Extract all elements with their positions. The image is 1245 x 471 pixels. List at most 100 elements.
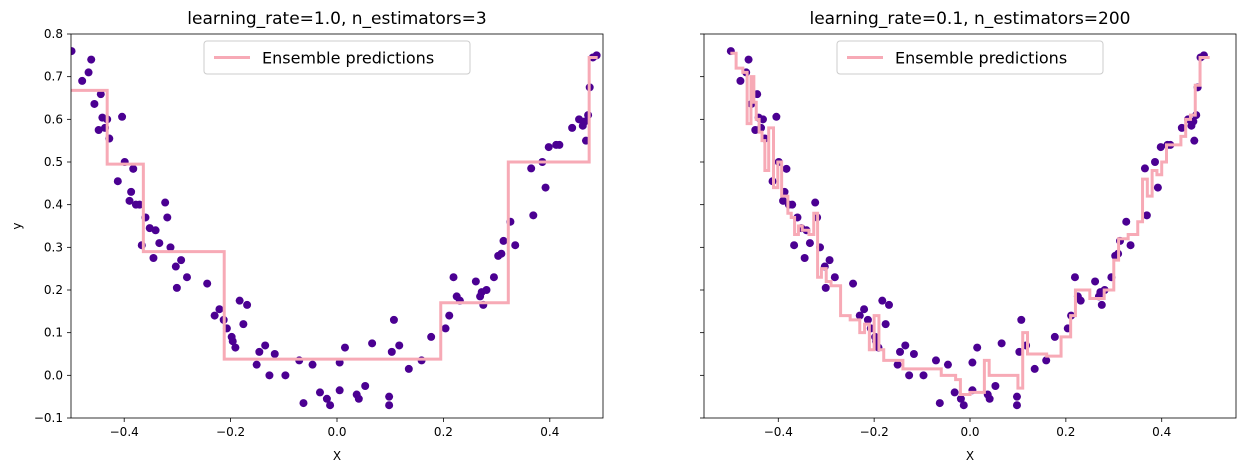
right-axes-frame (703, 33, 1237, 419)
left-data-point (308, 360, 317, 369)
right-data-point (788, 200, 797, 209)
left-data-point (445, 311, 454, 320)
left-data-point (243, 300, 252, 309)
left-y-tick-label: 0.7 (44, 70, 63, 84)
left-data-point (255, 347, 264, 356)
right-data-point (1156, 143, 1165, 152)
left-data-point (529, 211, 538, 220)
right-data-point (744, 55, 753, 64)
left-legend-label: Ensemble predictions (262, 49, 434, 68)
left-data-point (449, 273, 458, 282)
right-data-point (855, 311, 864, 320)
right-data-point (1076, 296, 1085, 305)
right-data-point (825, 256, 834, 265)
left-data-point (368, 339, 377, 348)
right-x-axis-label: X (966, 449, 974, 463)
right-x-tick-label: −0.4 (764, 425, 793, 439)
right-data-point (959, 401, 968, 410)
right-prediction-line (730, 51, 1210, 397)
right-data-point (878, 296, 887, 305)
left-data-point (239, 320, 248, 329)
right-data-point (779, 196, 788, 205)
right-data-point (1030, 364, 1039, 373)
left-data-point (270, 350, 279, 358)
left-data-point (210, 311, 219, 320)
left-data-point (427, 332, 436, 341)
left-data-point (261, 341, 270, 350)
right-data-layer (726, 47, 1210, 410)
left-x-tick-label: −0.4 (110, 425, 139, 439)
left-data-point (90, 99, 99, 108)
left-data-point (299, 399, 308, 408)
left-data-point (172, 283, 181, 292)
left-data-point (96, 90, 105, 99)
left-data-point (149, 254, 158, 262)
left-data-point (228, 337, 237, 346)
left-data-point (155, 239, 164, 248)
right-data-point (973, 343, 982, 352)
left-data-point (541, 183, 550, 192)
left-data-layer (71, 47, 601, 410)
right-legend-label: Ensemble predictions (895, 49, 1067, 68)
right-data-point (896, 347, 905, 356)
right-data-point (863, 315, 872, 324)
right-data-point (1012, 401, 1021, 410)
right-data-point (901, 341, 910, 350)
left-y-tick-label: 0.3 (44, 240, 63, 254)
left-data-point (568, 123, 577, 132)
right-x-tick-label: 0.0 (960, 425, 979, 439)
left-data-point (555, 140, 564, 149)
right-data-point (935, 399, 944, 408)
left-data-point (441, 324, 450, 333)
right-data-point (1017, 315, 1026, 324)
right-legend: Ensemble predictions (836, 40, 1104, 75)
right-data-point (1126, 241, 1135, 250)
right-data-point (1142, 211, 1151, 220)
left-data-point (252, 360, 261, 369)
right-data-point (805, 239, 814, 248)
left-subplot: learning_rate=1.0, n_estimators=3 X y −0… (10, 9, 604, 463)
left-axes-frame (70, 33, 604, 419)
right-data-point (1153, 183, 1162, 192)
left-data-point (215, 305, 224, 314)
right-data-point (758, 115, 767, 124)
right-data-point (956, 394, 965, 403)
left-y-tick-label: 0.5 (44, 155, 63, 169)
left-data-point (231, 343, 240, 352)
right-data-point (997, 339, 1006, 348)
left-data-point (129, 164, 138, 173)
right-data-point (1097, 300, 1106, 309)
left-data-point (315, 388, 324, 397)
left-data-point (489, 273, 498, 282)
right-data-point (1050, 332, 1059, 341)
left-data-point (544, 143, 553, 152)
left-y-tick-label: 0.6 (44, 112, 63, 126)
right-data-point (950, 388, 959, 397)
left-chart-title: learning_rate=1.0, n_estimators=3 (187, 9, 486, 29)
left-data-point (118, 112, 127, 121)
right-data-point (909, 350, 918, 358)
left-data-point (527, 164, 536, 173)
left-data-point (161, 198, 170, 207)
right-data-point (968, 358, 977, 367)
right-data-point (1091, 277, 1100, 286)
right-data-point (782, 164, 791, 173)
right-data-point (885, 300, 894, 309)
left-data-point (135, 200, 144, 209)
right-subplot: learning_rate=0.1, n_estimators=200 X −0… (700, 9, 1237, 463)
left-data-point (127, 187, 136, 196)
left-data-point (511, 241, 520, 250)
left-data-point (125, 196, 134, 205)
right-data-point (1070, 273, 1079, 282)
left-data-point (87, 55, 96, 64)
left-y-tick-label: 0.4 (44, 198, 63, 212)
left-data-point (326, 401, 335, 410)
left-x-axis-label: X (333, 449, 341, 463)
right-data-point (1151, 158, 1160, 166)
left-data-point (389, 315, 398, 324)
left-data-point (171, 262, 180, 271)
right-data-point (736, 76, 745, 85)
left-data-point (182, 273, 191, 282)
